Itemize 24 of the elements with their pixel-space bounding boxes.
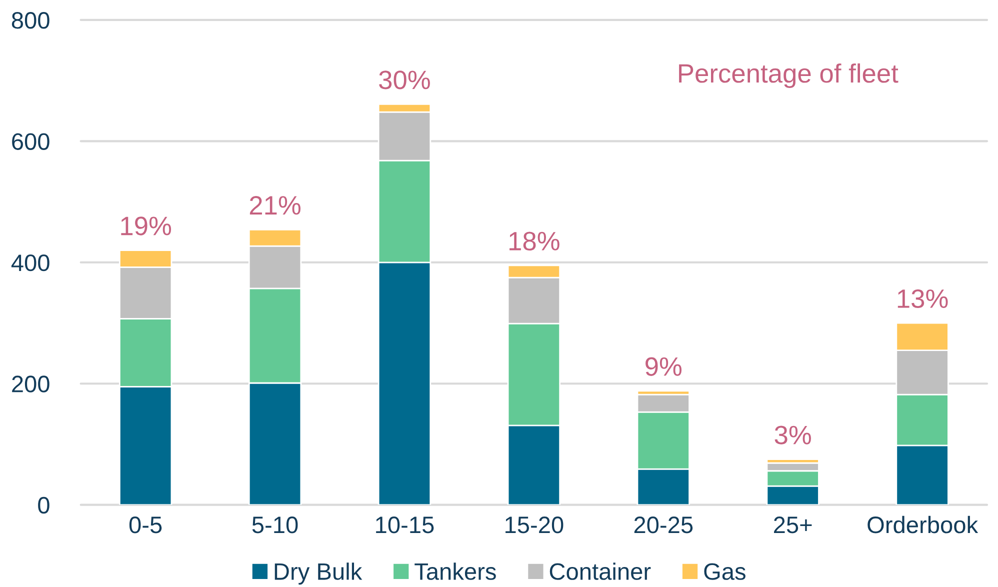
annotation: 30% [379, 70, 430, 90]
x-tick-label: 20-25 [634, 516, 693, 534]
x-tick-label: 15-20 [506, 516, 564, 534]
annotation: 9% [646, 357, 682, 376]
legend-label: Gas [704, 563, 746, 580]
x-tick-label: 5-10 [252, 516, 298, 534]
legend-label: Tankers [414, 562, 496, 580]
legend-label: Container [550, 562, 651, 580]
annotation: 21% [250, 196, 300, 215]
annotation: 3% [774, 426, 811, 444]
y-tick-label: 400 [11, 254, 50, 272]
x-tick-label: 0-5 [129, 516, 162, 534]
annotation: 13% [898, 289, 948, 308]
x-tick-label: Orderbook [868, 516, 978, 534]
y-tick-label: 200 [12, 376, 50, 392]
annotation: 18% [510, 232, 560, 250]
y-tick-label: 0 [38, 496, 50, 514]
legend-label: Dry Bulk [274, 562, 362, 585]
annotation: Percentage of fleet [679, 63, 898, 88]
y-tick-label: 600 [12, 133, 50, 150]
x-tick-label: 25+ [774, 516, 812, 534]
annotation: 19% [121, 216, 172, 236]
y-tick-label: 800 [12, 12, 50, 29]
x-tick-label: 10-15 [376, 516, 434, 534]
